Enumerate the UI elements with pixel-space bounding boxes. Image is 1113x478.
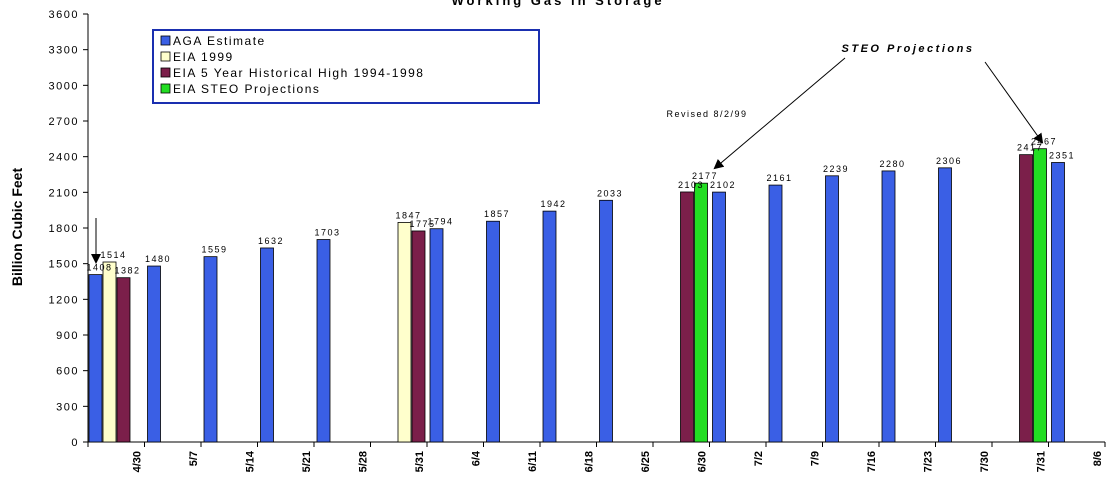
data-label: 1632 bbox=[258, 236, 284, 246]
x-tick-label: 7/30 bbox=[979, 451, 991, 472]
legend-swatch bbox=[160, 51, 171, 62]
data-label: 1382 bbox=[114, 266, 140, 276]
bar-aga-estimate-4-30 bbox=[88, 274, 103, 443]
x-tick-label: 5/21 bbox=[301, 451, 313, 472]
bar-aga-estimate-5-21 bbox=[260, 247, 274, 443]
y-tick-label: 3000 bbox=[49, 80, 79, 92]
data-label: 2239 bbox=[823, 164, 849, 174]
bar-aga-estimate-7-23 bbox=[881, 170, 896, 443]
annotation-steo: STEO Projections bbox=[842, 43, 975, 55]
legend-swatch bbox=[160, 67, 171, 78]
x-tick-label: 5/31 bbox=[414, 451, 426, 472]
x-axis: 4/30 5/7 5/14 5/21 5/28 5/31 6/4 6/11 6/18 6/25 6/… bbox=[87, 441, 1106, 472]
x-tick-label: 7/31 bbox=[1036, 451, 1048, 472]
x-tick-label: 7/9 bbox=[810, 451, 822, 466]
legend-entry: EIA 5 Year Historical High 1994-1998 bbox=[173, 66, 424, 80]
x-tick-label: 6/4 bbox=[471, 450, 483, 466]
bar-aga-estimate-7-16 bbox=[825, 175, 839, 443]
data-label: 2102 bbox=[710, 180, 736, 190]
data-label: 2417 bbox=[1017, 143, 1043, 153]
data-label: 1847 bbox=[395, 210, 421, 220]
data-label: 2306 bbox=[936, 156, 962, 166]
x-tick-label: 5/28 bbox=[358, 451, 370, 472]
bar-eia-5-year-historical-high-1994-1998-4-30 bbox=[116, 277, 131, 443]
y-tick-label: 300 bbox=[56, 401, 79, 413]
chart-title: Working Gas in Storage bbox=[451, 0, 664, 8]
data-label: 1942 bbox=[540, 199, 566, 209]
data-label: 1703 bbox=[314, 228, 340, 238]
bar-aga-estimate-5-7 bbox=[147, 265, 161, 443]
legend-box bbox=[152, 29, 540, 104]
x-tick-label: 7/2 bbox=[753, 451, 765, 466]
y-tick-label: 1500 bbox=[49, 259, 79, 271]
data-label: 2161 bbox=[766, 173, 792, 183]
bar-eia-1999-4-30 bbox=[102, 261, 117, 443]
legend-entry: EIA STEO Projections bbox=[173, 82, 320, 96]
x-tick-label: 6/18 bbox=[584, 451, 596, 472]
x-tick-label: 7/16 bbox=[866, 451, 878, 472]
bars bbox=[88, 148, 1065, 443]
data-label: 1559 bbox=[201, 245, 227, 255]
legend-entry: AGA Estimate bbox=[173, 34, 266, 48]
y-axis: 0 300 600 900 1200 1500 1800 2100 2400 2700 3000 33… bbox=[49, 9, 89, 449]
x-tick-label: 5/7 bbox=[188, 451, 200, 466]
y-tick-label: 600 bbox=[56, 366, 79, 378]
legend-entry: EIA 1999 bbox=[173, 50, 234, 64]
y-tick-label: 3600 bbox=[49, 9, 79, 21]
data-label: 1480 bbox=[145, 254, 171, 264]
bar-eia-steo-projections-7-31 bbox=[1033, 148, 1047, 443]
y-tick-label: 2700 bbox=[49, 116, 79, 128]
data-label: 2351 bbox=[1049, 150, 1075, 160]
annotations: STEO Projections Revised 8/2/99 bbox=[91, 43, 1044, 264]
x-tick-label: 6/30 bbox=[697, 451, 709, 472]
x-tick-label: 5/14 bbox=[245, 450, 257, 472]
bar-aga-estimate-5-14 bbox=[203, 256, 218, 443]
y-tick-label: 2100 bbox=[49, 187, 79, 199]
annotation-revised: Revised 8/2/99 bbox=[666, 109, 747, 119]
y-tick-label: 1800 bbox=[49, 223, 79, 235]
bar-aga-estimate-7-2 bbox=[712, 191, 726, 443]
y-axis-label: Billion Cubic Feet bbox=[9, 168, 25, 287]
y-tick-label: 3300 bbox=[49, 45, 79, 57]
y-tick-label: 0 bbox=[71, 437, 79, 449]
data-label: 1775 bbox=[409, 219, 435, 229]
bar-aga-estimate-7-9 bbox=[768, 184, 783, 443]
bar-aga-estimate-6-11 bbox=[486, 220, 500, 443]
legend: AGA Estimate EIA 1999 EIA 5 Year Historica… bbox=[152, 29, 540, 104]
data-label: 1794 bbox=[427, 217, 453, 227]
arrow-to-6-30 bbox=[713, 57, 846, 170]
data-label: 1408 bbox=[86, 263, 112, 273]
x-tick-label: 6/11 bbox=[527, 451, 539, 472]
y-tick-label: 1200 bbox=[49, 294, 79, 306]
legend-swatch bbox=[160, 83, 171, 94]
x-tick-label: 6/25 bbox=[640, 451, 652, 472]
bar-aga-estimate-8-6 bbox=[1051, 162, 1065, 443]
bar-aga-estimate-5-28 bbox=[316, 239, 331, 443]
bar-eia-1999-5-31 bbox=[397, 222, 412, 443]
y-tick-label: 2400 bbox=[49, 152, 79, 164]
x-tick-label: 4/30 bbox=[132, 451, 144, 472]
bar-eia-5-year-historical-high-1994-1998-7-31 bbox=[1019, 154, 1033, 443]
y-tick-label: 900 bbox=[56, 330, 79, 342]
bar-eia-5-year-historical-high-1994-1998-5-31 bbox=[411, 230, 426, 443]
legend-swatch bbox=[160, 35, 171, 46]
bar-eia-5-year-historical-high-1994-1998-6-30 bbox=[680, 191, 694, 443]
arrow-to-7-31 bbox=[984, 61, 1044, 144]
data-label: 1514 bbox=[100, 250, 126, 260]
bar-eia-steo-projections-6-30 bbox=[694, 182, 708, 443]
data-label: 1857 bbox=[484, 209, 510, 219]
data-labels: 1408 1514 1382 1480 1559 1632 1703 184717751794… bbox=[86, 137, 1075, 276]
data-label: 2103 bbox=[678, 180, 704, 190]
bar-aga-estimate-7-30 bbox=[938, 167, 952, 443]
bar-aga-estimate-6-18 bbox=[542, 210, 557, 443]
x-tick-label: 7/23 bbox=[923, 451, 935, 472]
data-label: 2033 bbox=[597, 188, 623, 198]
data-label: 2177 bbox=[692, 171, 718, 181]
x-tick-label: 8/6 bbox=[1092, 451, 1104, 466]
data-label: 2280 bbox=[879, 159, 905, 169]
data-label: 2467 bbox=[1031, 137, 1057, 147]
bar-aga-estimate-6-4 bbox=[429, 228, 444, 443]
bar-aga-estimate-6-25 bbox=[599, 199, 613, 443]
